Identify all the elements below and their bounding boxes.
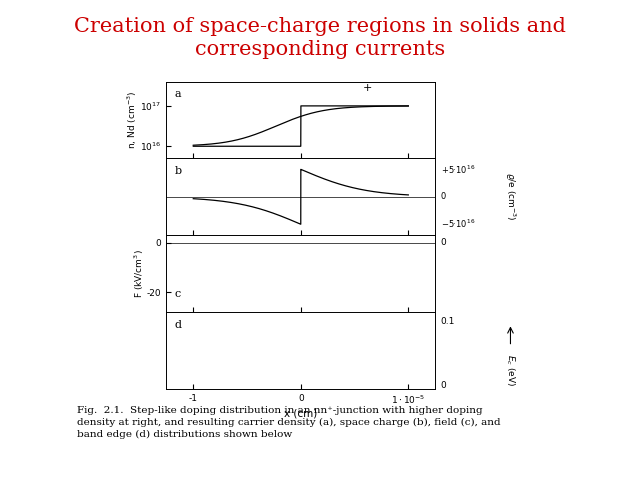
Text: b: b — [175, 166, 182, 176]
Text: 0.1: 0.1 — [440, 317, 455, 326]
Text: 0: 0 — [440, 192, 446, 201]
Text: a: a — [175, 89, 181, 99]
Text: Creation of space-charge regions in solids and
corresponding currents: Creation of space-charge regions in soli… — [74, 17, 566, 60]
Text: $E_c$ (eV): $E_c$ (eV) — [504, 354, 516, 386]
Text: c: c — [175, 288, 180, 299]
Text: 0: 0 — [440, 238, 446, 247]
Text: +: + — [363, 83, 372, 93]
Y-axis label: n, Nd (cm$^{-3}$): n, Nd (cm$^{-3}$) — [125, 91, 139, 149]
Text: $\varrho$/e (cm$^{-3}$): $\varrho$/e (cm$^{-3}$) — [503, 172, 518, 221]
X-axis label: x (cm): x (cm) — [284, 409, 317, 419]
Text: −5·10$^{16}$: −5·10$^{16}$ — [440, 218, 475, 230]
Text: Fig.  2.1.  Step-like doping distribution in an nn⁺-junction with higher doping
: Fig. 2.1. Step-like doping distribution … — [77, 406, 500, 439]
Text: d: d — [175, 320, 182, 330]
Y-axis label: F (kV/cm$^3$): F (kV/cm$^3$) — [132, 249, 145, 298]
Text: +5·10$^{16}$: +5·10$^{16}$ — [440, 163, 475, 176]
Text: 0: 0 — [440, 381, 446, 390]
